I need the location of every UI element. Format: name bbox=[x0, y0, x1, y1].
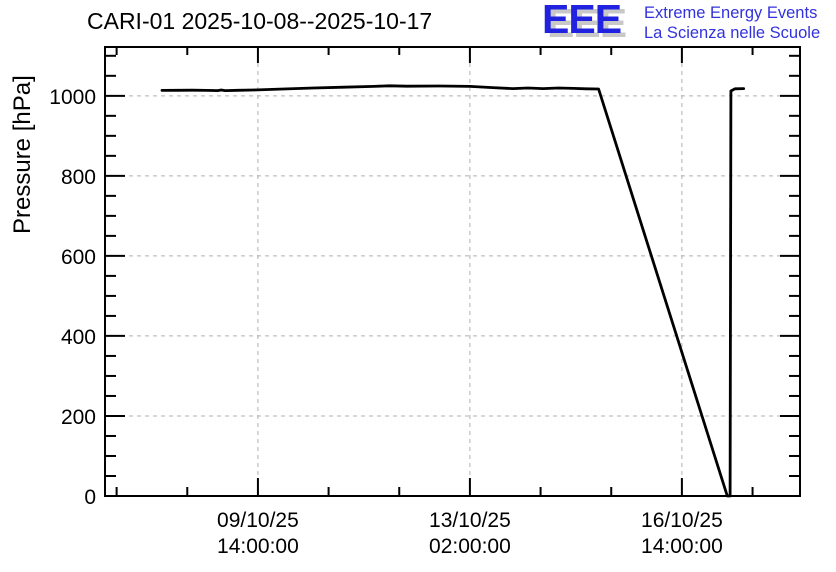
plot-frame bbox=[104, 46, 801, 497]
eee-logo-acronym: EEE bbox=[542, 0, 622, 42]
y-tick-label: 1000 bbox=[49, 86, 96, 109]
chart-title: CARI-01 2025-10-08--2025-10-17 bbox=[87, 8, 433, 34]
y-tick-label: 200 bbox=[61, 406, 96, 429]
pressure-series-line bbox=[160, 84, 746, 498]
y-tick-label: 0 bbox=[84, 486, 96, 509]
eee-logo-line2: La Scienza nelle Scuole bbox=[644, 23, 821, 42]
eee-logo-text: Extreme Energy Events La Scienza nelle S… bbox=[644, 4, 820, 43]
y-tick-label: 600 bbox=[61, 246, 96, 269]
x-tick-label-date: 16/10/25 bbox=[641, 509, 723, 532]
y-axis-title: Pressure [hPa] bbox=[9, 75, 36, 234]
x-tick-label-date: 09/10/25 bbox=[217, 509, 299, 532]
y-tick-label: 400 bbox=[61, 326, 96, 349]
eee-logo-line1: Extreme Energy Events bbox=[644, 4, 818, 22]
y-tick-label: 800 bbox=[61, 166, 96, 189]
x-tick-label-time: 02:00:00 bbox=[429, 535, 511, 558]
x-tick-label-date: 13/10/25 bbox=[429, 509, 511, 532]
x-tick-label-time: 14:00:00 bbox=[217, 535, 299, 558]
x-tick-label-time: 14:00:00 bbox=[641, 535, 723, 558]
